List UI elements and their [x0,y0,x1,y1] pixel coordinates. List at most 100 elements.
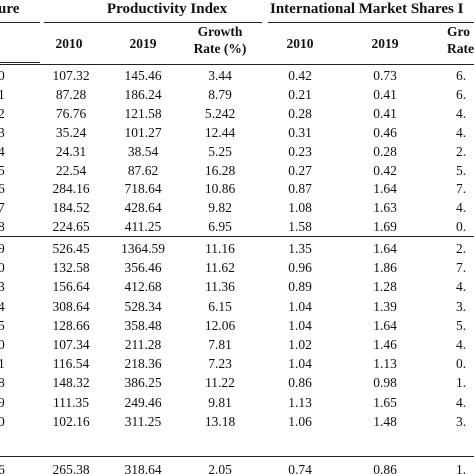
cell-ms-2010: 0.42 [288,68,312,83]
cell-ms-2019: 1.64 [373,181,397,197]
cell-ms-growth: 3. [456,413,467,429]
cell-pi-2010: 526.45 [52,241,90,256]
cell-pi-growth: 11.36 [205,279,235,295]
cell-structure-code: 3 [0,279,5,295]
subheader-ms-2010: 2010 [286,36,314,51]
cell-pi-growth: 2.05 [208,462,232,474]
cell-ms-growth: 4. [456,124,467,140]
cell-ms-2019: 0.41 [373,86,397,102]
cell-structure-code: 2 [0,105,5,121]
cell-pi-2010: 24.31 [55,143,87,159]
cell-pi-2019: 358.48 [124,317,162,333]
cell-structure-code: 0 [0,260,5,276]
cell-pi-2019: 318.64 [124,462,162,474]
subheader-pi-growth-line2: Rate (%) [193,41,247,56]
cell-pi-growth: 11.22 [205,375,235,391]
cell-pi-growth: 5.242 [204,105,236,121]
cell-structure-code: 6 [0,462,5,474]
cell-structure-code: 5 [0,162,5,178]
cell-pi-2019: 412.68 [124,279,162,295]
cell-ms-growth: 4. [456,200,467,216]
cell-pi-2010: 22.54 [55,162,87,178]
cell-pi-growth: 3.44 [208,68,232,83]
cell-pi-2010: 224.65 [52,219,90,235]
cell-ms-2010: 1.06 [288,413,312,429]
cell-ms-2010: 0.23 [288,143,312,159]
cell-ms-2010: 0.89 [288,279,312,295]
subheader-pi-2010: 2010 [55,36,83,51]
cell-ms-2010: 0.86 [288,375,312,391]
cell-ms-growth: 7. [456,181,467,197]
cell-pi-2010: 111.35 [52,394,90,410]
cell-ms-2010: 1.02 [288,337,312,352]
cell-ms-2019: 1.64 [373,317,397,333]
cell-pi-2019: 101.27 [124,124,162,140]
cell-pi-growth: 12.44 [204,124,236,140]
cell-structure-code: 0 [0,413,5,429]
cell-ms-growth: 1. [456,375,467,391]
rule-structure-group [0,22,40,23]
cell-ms-growth: 0. [456,356,467,372]
cell-structure-code: 0 [0,68,5,83]
cell-structure-code: 1 [0,356,5,372]
cell-ms-2019: 0.73 [373,68,397,83]
cell-pi-growth: 6.15 [208,298,232,314]
cell-pi-growth: 16.28 [204,162,236,178]
cell-pi-2010: 132.58 [52,260,90,276]
cell-ms-growth: 7. [456,260,467,276]
cell-ms-2010: 1.35 [288,241,312,256]
cell-ms-2019: 1.46 [373,337,397,352]
cell-ms-2019: 0.42 [373,162,397,178]
cell-ms-2010: 0.31 [288,124,312,140]
cell-structure-code: 0 [0,337,5,352]
cell-ms-2019: 0.28 [373,143,397,159]
cell-ms-2010: 0.28 [288,105,312,121]
rule-header-bottom [0,64,474,65]
cell-ms-growth: 2. [456,143,467,159]
cell-pi-2010: 128.66 [52,317,90,333]
header-international-market-shares: International Market Shares I [270,1,464,17]
cell-pi-2019: 145.46 [124,68,162,83]
cell-pi-2019: 211.28 [124,337,162,352]
cell-pi-2010: 116.54 [52,356,90,372]
cell-ms-2019: 0.46 [373,124,397,140]
cell-ms-2019: 1.64 [373,241,397,256]
header-structure-partial: ure [0,1,20,17]
cell-pi-growth: 7.81 [208,337,232,352]
cell-pi-2019: 311.25 [124,413,162,429]
cell-ms-growth: 4. [456,337,467,352]
subheader-pi-2019: 2019 [129,36,157,51]
cell-ms-2019: 1.65 [373,394,397,410]
cell-ms-2010: 1.04 [288,298,312,314]
cell-pi-2010: 35.24 [55,124,87,140]
cell-ms-growth: 6. [456,68,467,83]
cell-pi-2019: 386.25 [124,375,162,391]
header-productivity-index: Productivity Index [106,1,228,17]
cell-ms-growth: 5. [456,162,467,178]
cell-ms-growth: 1. [456,462,467,474]
subheader-ms-2019: 2019 [371,36,399,51]
cell-ms-growth: 2. [456,241,467,256]
cell-ms-growth: 4. [456,279,467,295]
cell-pi-growth: 6.95 [208,219,232,235]
cell-pi-growth: 12.06 [204,317,236,333]
cell-ms-2010: 1.58 [288,219,312,235]
cell-pi-2019: 411.25 [124,219,162,235]
cell-structure-code: 8 [0,219,5,235]
cell-pi-2019: 218.36 [124,356,162,372]
cell-structure-code: 4 [0,298,5,314]
cell-pi-2010: 107.32 [52,68,90,83]
cell-pi-2010: 184.52 [52,200,90,216]
cell-pi-growth: 10.86 [204,181,236,197]
cell-pi-growth: 11.16 [205,241,235,256]
cell-pi-growth: 13.18 [204,413,236,429]
cell-structure-code: 9 [0,241,5,256]
rule-market-shares-group [268,22,474,23]
cell-ms-2019: 0.41 [373,105,397,121]
cell-ms-2010: 0.87 [288,181,312,197]
cell-ms-2010: 0.96 [288,260,312,276]
cell-structure-code: 6 [0,181,5,197]
cell-ms-2010: 1.08 [288,200,312,216]
cell-pi-2019: 87.62 [127,162,159,178]
subheader-pi-growth-line1: Growth [197,24,243,39]
